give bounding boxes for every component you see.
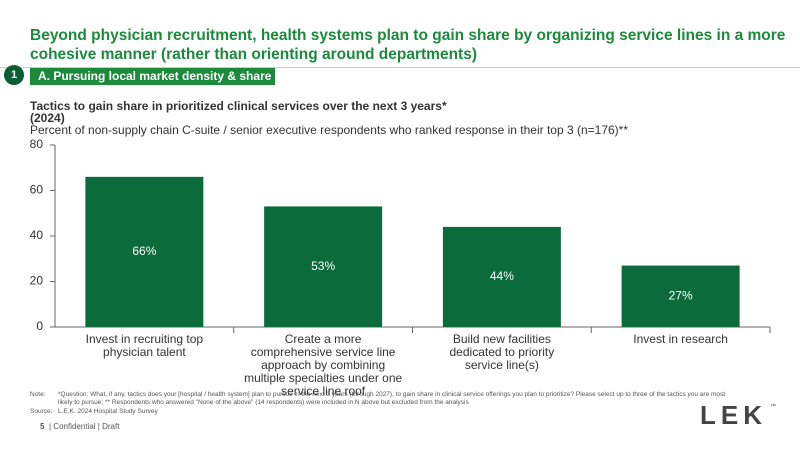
page-number: 5 <box>40 422 45 431</box>
x-tick-label: Create a more comprehensive service line… <box>244 332 403 398</box>
value-label: 44% <box>490 269 514 283</box>
chart-subtitle: Percent of non-supply chain C-suite / se… <box>30 123 629 137</box>
y-tick-label: 0 <box>36 319 43 333</box>
bar <box>442 226 561 327</box>
source: L.E.K. 2024 Hospital Study Survey <box>58 408 158 415</box>
x-tick-label: Invest in research <box>633 332 728 346</box>
x-tick-label: Build new facilities dedicated to priori… <box>449 332 555 372</box>
slide-title: Beyond physician recruitment, health sys… <box>30 27 786 63</box>
value-label: 27% <box>669 288 693 302</box>
logo: LEK <box>700 400 767 430</box>
bar <box>621 265 740 327</box>
y-tick-label: 60 <box>30 183 44 197</box>
bar <box>85 176 204 327</box>
section-label: A. Pursuing local market density & share <box>30 68 275 85</box>
status: | Confidential | Draft <box>49 422 120 431</box>
divider <box>0 67 800 68</box>
y-tick-label: 20 <box>30 274 44 288</box>
y-tick-label: 40 <box>30 228 44 242</box>
source-label: Source: <box>30 408 53 415</box>
note-label: Note: <box>30 391 46 398</box>
logo-mark: ™ <box>770 404 776 410</box>
note: *Question: What, if any, tactics does yo… <box>58 391 726 406</box>
chart-title: Tactics to gain share in prioritized cli… <box>30 99 447 113</box>
chart-title-year: (2024) <box>30 111 65 125</box>
value-label: 66% <box>132 244 156 258</box>
value-label: 53% <box>311 259 335 273</box>
section-badge: 1 <box>4 65 24 85</box>
x-tick-label: Invest in recruiting top physician talen… <box>85 332 204 359</box>
bar <box>264 206 383 327</box>
y-tick-label: 80 <box>30 137 44 151</box>
